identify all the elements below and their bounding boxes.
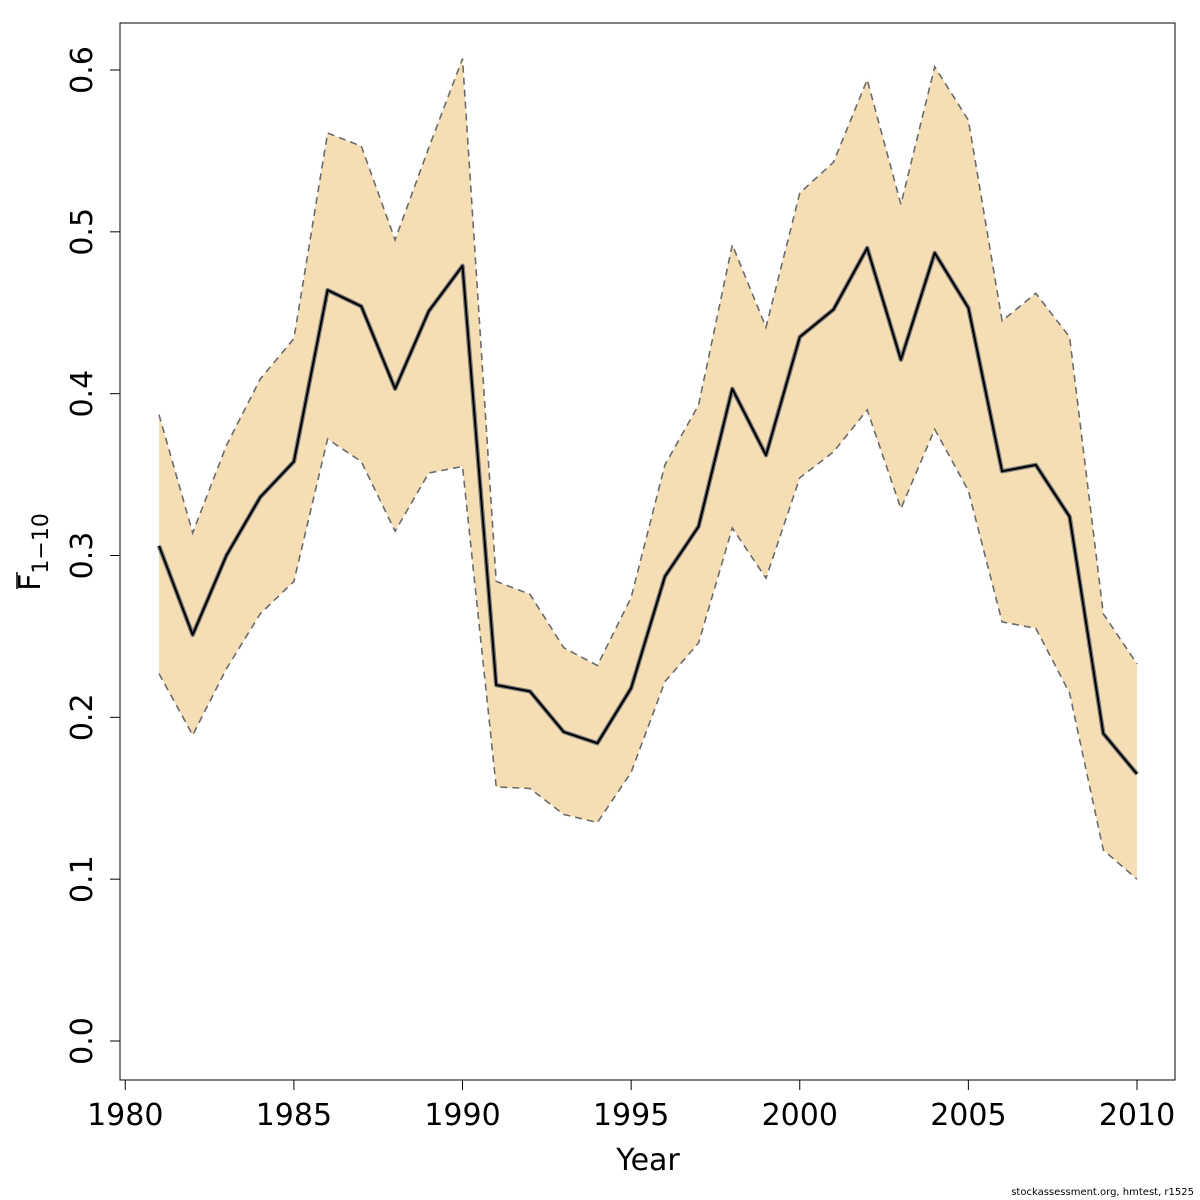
x-axis: 1980 1985 1990 1995 2000 2005 2010 (87, 1079, 1175, 1133)
y-axis-title-main: F (13, 574, 48, 591)
lower-ci-line (158, 408, 1138, 880)
confidence-band (159, 58, 1137, 880)
y-tick-label: 0.2 (65, 693, 100, 741)
x-tick-label: 1995 (593, 1098, 669, 1133)
footer-credit: stockassessment.org, hmtest, r1525 (1011, 1187, 1194, 1198)
y-axis: 0.0 0.1 0.2 0.3 0.4 0.5 0.6 (65, 46, 121, 1065)
estimate-line-layer (156, 245, 1139, 776)
y-tick-label: 0.0 (65, 1017, 100, 1065)
x-tick-label: 1985 (256, 1098, 332, 1133)
upper-ci-line (158, 58, 1138, 667)
svg-text:F1−10: F1−10 (13, 513, 54, 591)
x-tick-label: 1990 (424, 1098, 500, 1133)
y-tick-label: 0.3 (65, 532, 100, 580)
y-tick-label: 0.1 (65, 855, 100, 903)
x-axis-title: Year (615, 1143, 680, 1178)
x-tick-label: 1980 (87, 1098, 163, 1133)
x-tick-label: 2005 (930, 1098, 1006, 1133)
estimate-line (158, 247, 1138, 775)
y-tick-label: 0.5 (65, 208, 100, 256)
confidence-band-layer (159, 58, 1137, 880)
y-tick-label: 0.4 (65, 370, 100, 418)
y-axis-title: F1−10 (13, 513, 54, 591)
ci-lines-layer (158, 58, 1138, 880)
y-axis-title-subscript: 1−10 (29, 513, 54, 573)
x-tick-label: 2010 (1099, 1098, 1175, 1133)
y-tick-label: 0.6 (65, 46, 100, 94)
x-tick-label: 2000 (762, 1098, 838, 1133)
